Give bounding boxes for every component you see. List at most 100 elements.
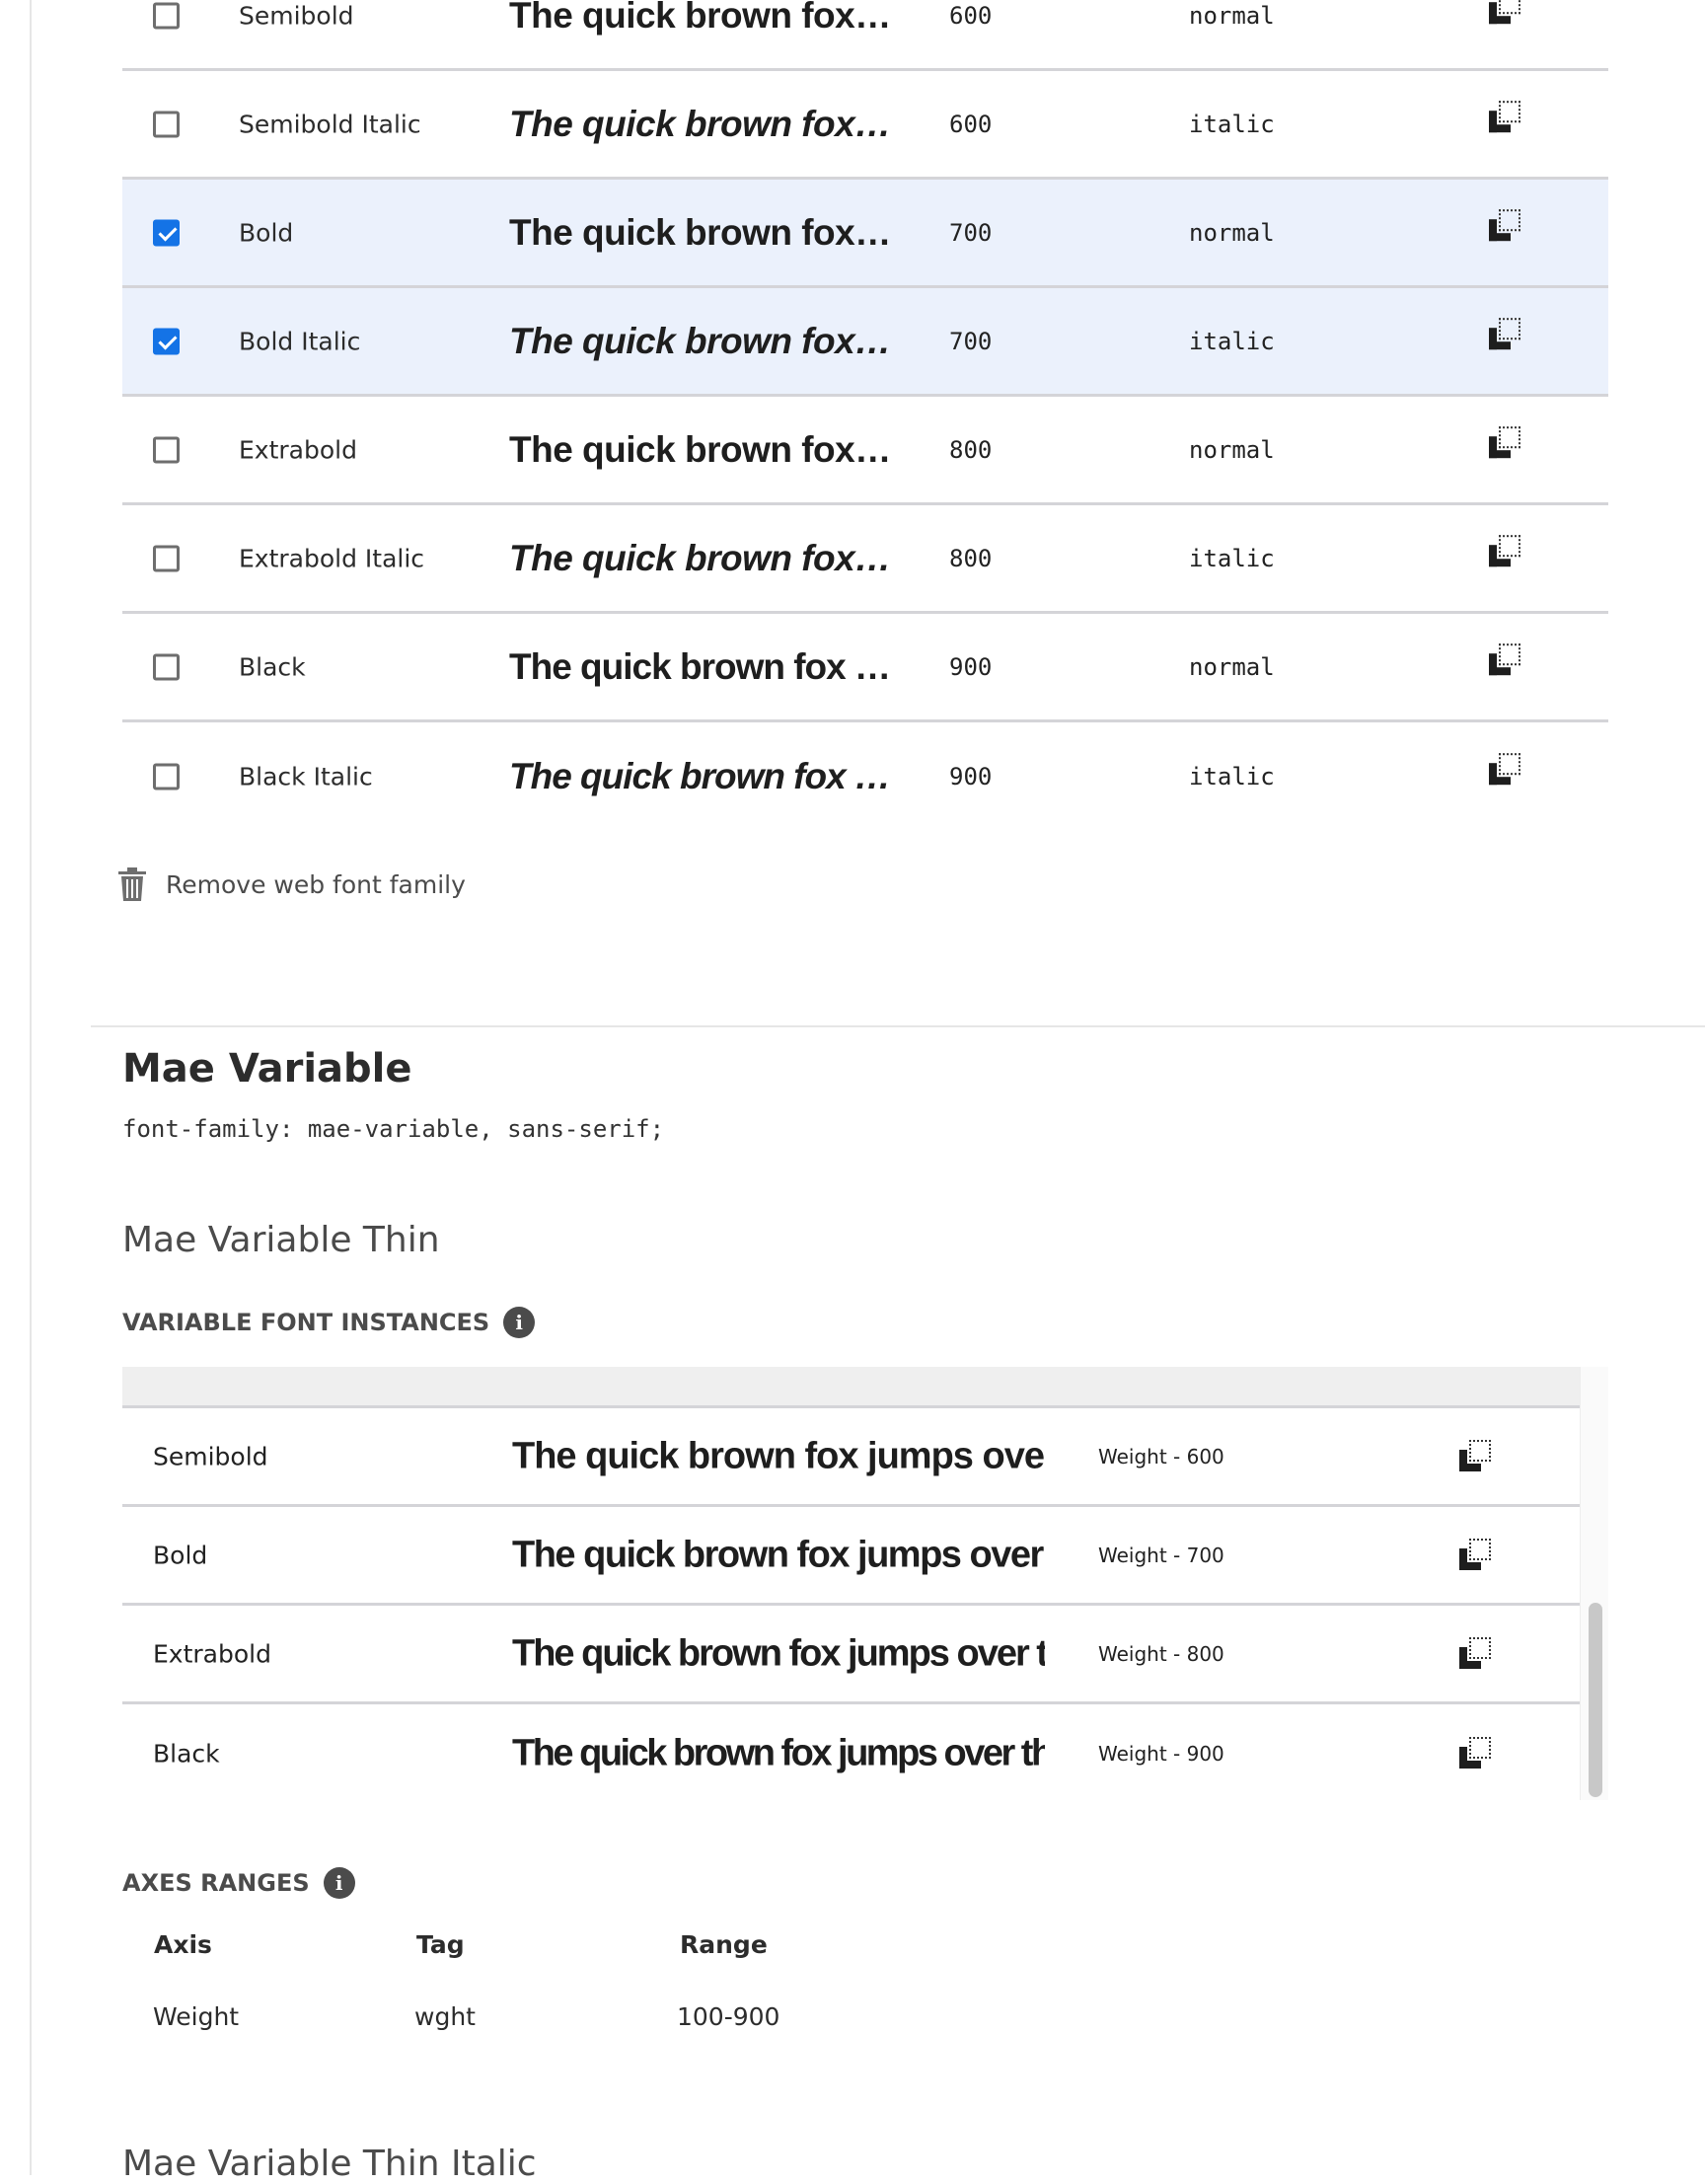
instance-weight: Weight - 900	[1098, 1742, 1224, 1766]
style-checkbox[interactable]	[153, 111, 180, 137]
page-border	[30, 0, 32, 2175]
style-checkbox[interactable]	[153, 763, 180, 791]
style-sample: The quick brown fox jumps over the lazy …	[509, 103, 894, 144]
axes-header-range: Range	[680, 1930, 768, 1959]
style-sample: The quick brown fox jumps over the lazy …	[509, 211, 894, 253]
remove-family-button[interactable]: Remove web font family	[116, 866, 466, 902]
instance-weight: Weight - 600	[1098, 1444, 1224, 1469]
style-sample: The quick brown fox jumps over the lazy …	[509, 756, 894, 796]
style-weight: 900	[949, 763, 993, 791]
instance-sample: The quick brown fox jumps over the lazy …	[512, 1732, 1045, 1774]
style-checkbox[interactable]	[153, 653, 180, 680]
copy-icon[interactable]	[1489, 753, 1522, 787]
style-checkbox[interactable]	[153, 545, 180, 571]
font-style-row[interactable]: Extrabold Italic The quick brown fox jum…	[122, 505, 1608, 614]
style-name: Black	[239, 652, 306, 681]
info-icon[interactable]: i	[503, 1307, 536, 1338]
style-name: Black Italic	[239, 762, 373, 791]
style-checkbox[interactable]	[153, 328, 180, 354]
instance-name: Bold	[153, 1541, 208, 1569]
axes-header-axis: Axis	[154, 1930, 212, 1959]
style-style: italic	[1189, 763, 1275, 791]
instance-name: Semibold	[153, 1442, 268, 1470]
style-weight: 800	[949, 544, 993, 572]
axes-heading: AXES RANGES i	[122, 1867, 355, 1899]
font-style-row[interactable]: Black Italic The quick brown fox jumps o…	[122, 722, 1608, 831]
remove-family-label: Remove web font family	[166, 869, 466, 899]
style-checkbox[interactable]	[153, 436, 180, 463]
font-style-row[interactable]: Bold The quick brown fox jumps over the …	[122, 180, 1608, 288]
font-style-row[interactable]: Semibold The quick brown fox jumps over …	[122, 0, 1608, 71]
instances-heading: VARIABLE FONT INSTANCES i	[122, 1307, 536, 1338]
style-weight: 600	[949, 1, 993, 30]
instances-header	[122, 1367, 1580, 1408]
copy-icon[interactable]	[1489, 534, 1522, 568]
font-title: Mae Variable Thin	[122, 1220, 440, 1260]
next-font-title: Mae Variable Thin Italic	[122, 2144, 537, 2184]
style-checkbox[interactable]	[153, 2, 180, 29]
section-divider	[91, 1025, 1705, 1027]
instance-weight: Weight - 700	[1098, 1543, 1224, 1567]
instance-sample: The quick brown fox jumps over the lazy …	[512, 1435, 1045, 1476]
copy-icon[interactable]	[1489, 317, 1522, 351]
axis-name: Weight	[153, 2002, 240, 2031]
instance-row: Extrabold The quick brown fox jumps over…	[122, 1606, 1580, 1704]
info-icon[interactable]: i	[323, 1867, 355, 1899]
copy-icon[interactable]	[1459, 1439, 1493, 1473]
scrollbar[interactable]	[1580, 1367, 1608, 1800]
font-style-row[interactable]: Black The quick brown fox jumps over the…	[122, 614, 1608, 722]
copy-icon[interactable]	[1489, 100, 1522, 134]
font-family-css: font-family: mae-variable, sans-serif;	[122, 1115, 665, 1143]
style-weight: 700	[949, 218, 993, 247]
style-weight: 600	[949, 110, 993, 138]
copy-icon[interactable]	[1489, 208, 1522, 243]
instance-weight: Weight - 800	[1098, 1641, 1224, 1666]
style-style: italic	[1189, 544, 1275, 572]
style-name: Extrabold Italic	[239, 544, 425, 572]
font-style-row[interactable]: Semibold Italic The quick brown fox jump…	[122, 71, 1608, 180]
instance-row: Bold The quick brown fox jumps over the …	[122, 1507, 1580, 1606]
axes-label: AXES RANGES	[122, 1869, 310, 1897]
copy-icon[interactable]	[1489, 425, 1522, 460]
style-name: Semibold	[239, 1, 354, 30]
copy-icon[interactable]	[1489, 642, 1522, 677]
style-name: Bold	[239, 218, 294, 247]
instance-row: Black The quick brown fox jumps over the…	[122, 1704, 1580, 1800]
copy-icon[interactable]	[1459, 1636, 1493, 1671]
style-weight: 900	[949, 652, 993, 681]
axis-tag: wght	[414, 2002, 476, 2031]
style-style: normal	[1189, 435, 1275, 464]
instance-sample: The quick brown fox jumps over the lazy …	[512, 1534, 1045, 1575]
instances-label: VARIABLE FONT INSTANCES	[122, 1309, 490, 1336]
font-style-row[interactable]: Bold Italic The quick brown fox jumps ov…	[122, 288, 1608, 397]
copy-icon[interactable]	[1489, 0, 1522, 26]
font-style-row[interactable]: Extrabold The quick brown fox jumps over…	[122, 397, 1608, 505]
family-title: Mae Variable	[122, 1046, 412, 1092]
style-sample: The quick brown fox jumps over the lazy …	[509, 320, 894, 361]
style-weight: 700	[949, 327, 993, 355]
scrollbar-thumb[interactable]	[1589, 1603, 1602, 1797]
style-style: italic	[1189, 110, 1275, 138]
style-sample: The quick brown fox jumps over the lazy …	[509, 645, 894, 687]
instance-sample: The quick brown fox jumps over the lazy …	[512, 1632, 1045, 1674]
axis-range: 100-900	[677, 2002, 780, 2031]
style-sample: The quick brown fox jumps over the lazy …	[509, 0, 894, 36]
style-sample: The quick brown fox jumps over the lazy …	[509, 537, 894, 578]
style-style: italic	[1189, 327, 1275, 355]
style-style: normal	[1189, 1, 1275, 30]
style-name: Extrabold	[239, 435, 357, 464]
copy-icon[interactable]	[1459, 1538, 1493, 1572]
style-name: Bold Italic	[239, 327, 361, 355]
instance-name: Black	[153, 1739, 220, 1769]
style-sample: The quick brown fox jumps over the lazy …	[509, 428, 894, 470]
style-weight: 800	[949, 435, 993, 464]
copy-icon[interactable]	[1459, 1737, 1493, 1770]
instance-row: Semibold The quick brown fox jumps over …	[122, 1408, 1580, 1507]
instance-name: Extrabold	[153, 1639, 271, 1668]
style-style: normal	[1189, 218, 1275, 247]
instances-table: Semibold The quick brown fox jumps over …	[122, 1367, 1608, 1800]
trash-icon	[118, 867, 146, 901]
axes-header-tag: Tag	[416, 1930, 465, 1959]
style-checkbox[interactable]	[153, 219, 180, 246]
style-name: Semibold Italic	[239, 110, 421, 138]
